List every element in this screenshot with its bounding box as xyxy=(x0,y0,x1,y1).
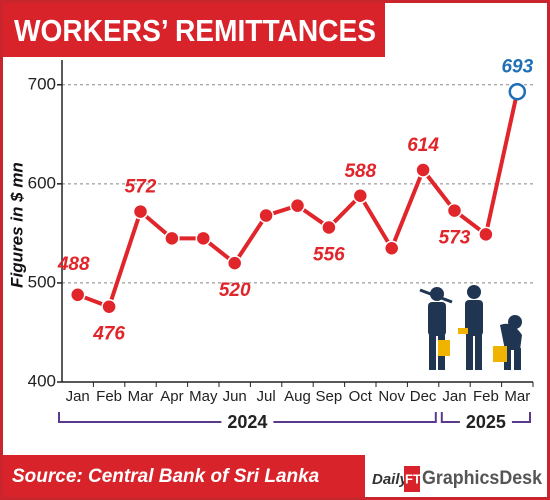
value-label: 488 xyxy=(57,254,90,275)
point xyxy=(226,255,243,271)
chart-title: WORKERS’ REMITTANCES xyxy=(14,13,376,48)
x-tick-label: Aug xyxy=(284,388,311,405)
x-tick-label: Feb xyxy=(473,388,499,405)
x-tick-label: Mar xyxy=(128,388,154,405)
x-tick-label: Jan xyxy=(442,388,466,405)
value-label: 476 xyxy=(92,324,125,345)
x-tick-label: Jun xyxy=(223,388,247,405)
x-tick-label: Dec xyxy=(410,388,437,405)
point xyxy=(164,230,180,247)
workers-illustration xyxy=(419,285,522,370)
year-label: 2024 xyxy=(227,412,267,432)
logo-daily: Daily xyxy=(372,471,409,488)
y-tick-label: 400 xyxy=(28,371,56,390)
logo-box xyxy=(404,466,420,492)
y-axis-label: Figures in $ mn xyxy=(7,162,26,288)
x-tick-label: Jul xyxy=(257,388,276,405)
logo-ft: FT xyxy=(405,471,421,486)
point xyxy=(352,187,369,204)
value-label: 572 xyxy=(125,177,157,198)
point xyxy=(383,240,400,256)
value-label: 573 xyxy=(439,228,471,249)
x-tick-label: Sep xyxy=(316,388,343,405)
x-tick-label: Feb xyxy=(96,388,122,405)
footer-band xyxy=(3,455,365,497)
y-tick-label: 700 xyxy=(28,74,56,93)
x-tick-label: Nov xyxy=(378,388,405,405)
year-label-bg xyxy=(459,412,512,432)
year-label-bg xyxy=(221,412,274,432)
title-banner xyxy=(3,3,385,57)
value-label: 588 xyxy=(344,161,376,182)
point xyxy=(132,203,149,220)
year-label: 2025 xyxy=(466,412,506,432)
value-label: 614 xyxy=(407,135,439,156)
x-tick-label: May xyxy=(189,388,218,405)
point xyxy=(321,219,337,236)
y-tick-label: 600 xyxy=(28,173,56,192)
x-tick-label: Oct xyxy=(349,388,373,405)
y-tick-label: 500 xyxy=(28,272,56,291)
point xyxy=(258,207,274,224)
point xyxy=(101,298,117,315)
x-tick-label: Jan xyxy=(66,388,90,405)
point xyxy=(69,287,86,303)
x-tick-label: Mar xyxy=(504,388,530,405)
point xyxy=(508,82,527,101)
logo-graphicsdesk: GraphicsDesk xyxy=(422,468,542,489)
point xyxy=(446,202,463,219)
value-label: 520 xyxy=(219,280,251,301)
point xyxy=(289,197,306,214)
point xyxy=(478,226,494,243)
point xyxy=(415,162,431,178)
value-label: 556 xyxy=(313,244,345,265)
source: Source: Central Bank of Sri Lanka xyxy=(12,466,320,487)
value-label: 693 xyxy=(501,57,533,78)
x-tick-label: Apr xyxy=(160,388,183,405)
point xyxy=(195,230,212,247)
